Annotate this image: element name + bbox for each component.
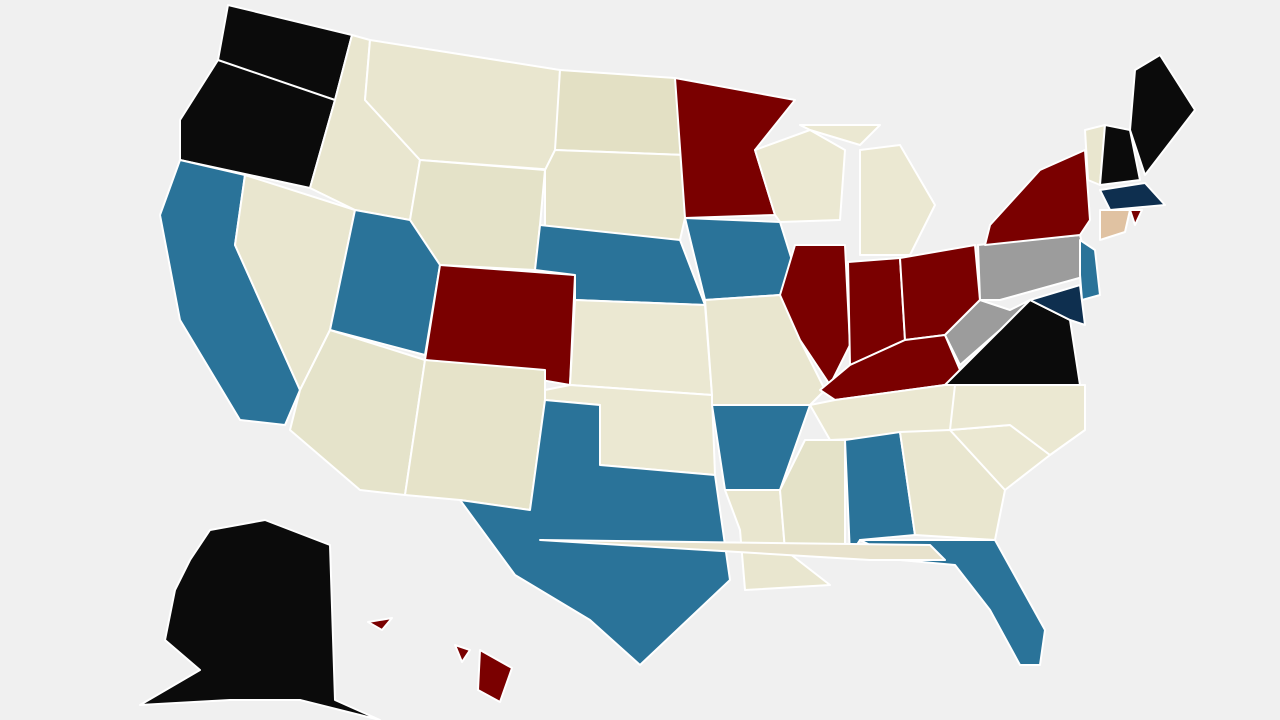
- state: [139, 519, 381, 720]
- state: [1099, 124, 1141, 186]
- state: [569, 299, 713, 396]
- state: [844, 431, 916, 556]
- state: [984, 149, 1091, 246]
- state: [477, 649, 513, 703]
- state: [1099, 209, 1131, 241]
- state: [1079, 239, 1101, 301]
- state: [1029, 284, 1086, 326]
- state: [1129, 54, 1196, 176]
- state: [1129, 209, 1143, 226]
- state: [899, 429, 1006, 541]
- state: [367, 617, 393, 631]
- state: [859, 144, 936, 256]
- state: [454, 644, 471, 663]
- state: [949, 384, 1086, 456]
- state: [539, 539, 946, 561]
- state: [459, 399, 731, 666]
- state: [684, 217, 796, 301]
- state: [1099, 182, 1166, 211]
- state: [859, 539, 1046, 666]
- state: [544, 149, 686, 241]
- state: [404, 359, 546, 511]
- state: [554, 69, 686, 156]
- state: [799, 124, 881, 146]
